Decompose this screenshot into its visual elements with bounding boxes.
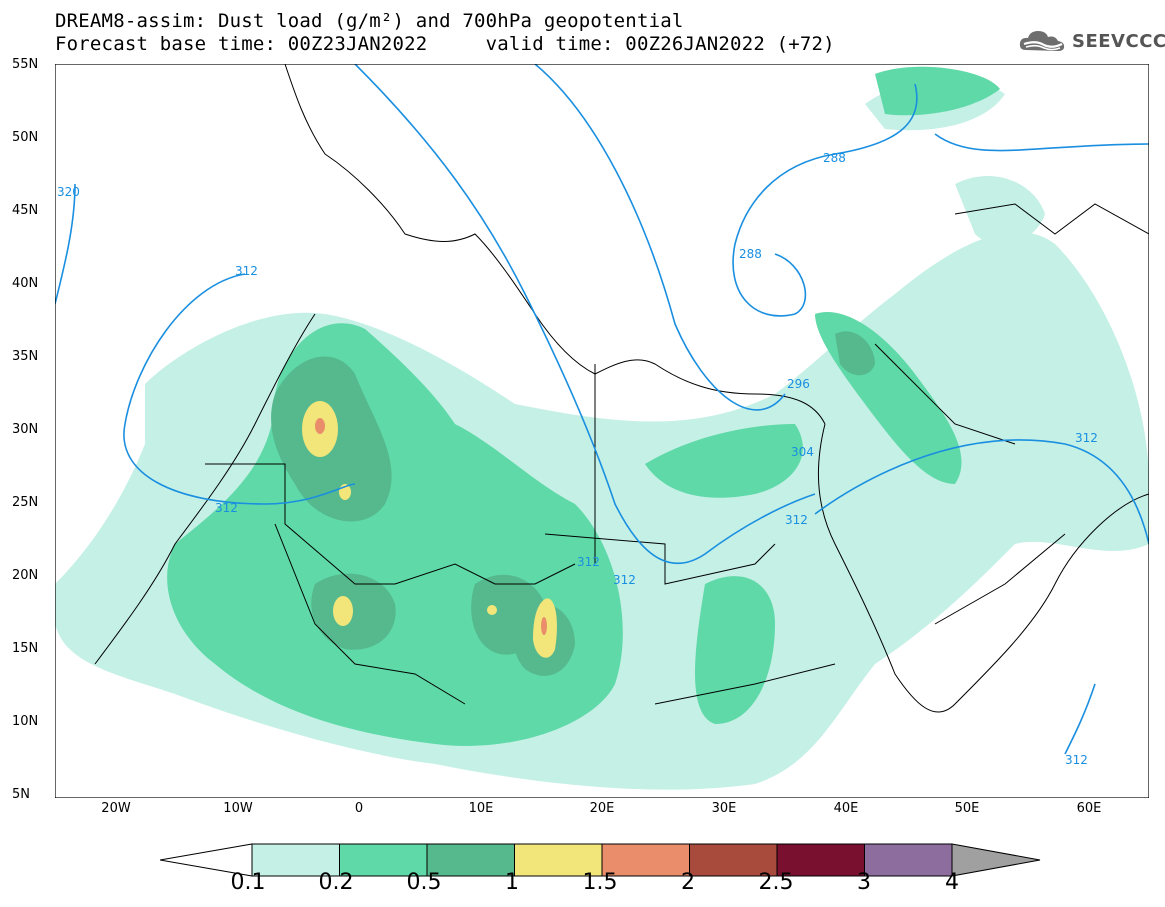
colorbar-label: 0.1 xyxy=(230,870,266,895)
lon-tick: 10E xyxy=(468,801,494,816)
colorbar-label: 4 xyxy=(945,870,959,895)
colorbar-label: 1 xyxy=(505,870,519,895)
colorbar-label: 0.5 xyxy=(406,870,442,895)
lat-tick: 50N xyxy=(12,130,39,145)
colorbar-cell xyxy=(426,843,515,877)
lon-tick: 40E xyxy=(833,801,859,816)
contour-label-296: 296 xyxy=(787,377,810,391)
lon-tick: 20W xyxy=(101,801,131,816)
lat-tick: 10N xyxy=(12,714,39,729)
dust-band-1-5 xyxy=(315,418,547,635)
contour-label-320: 320 xyxy=(57,185,80,199)
colorbar-cell xyxy=(339,843,428,877)
colorbar-label: 0.2 xyxy=(318,870,354,895)
logo-text: SEEVCCC xyxy=(1072,30,1165,52)
colorbar-label: 2.5 xyxy=(758,870,794,895)
contour-label-312: 312 xyxy=(613,573,636,587)
colorbar-cell xyxy=(514,843,603,877)
colorbar-cell xyxy=(601,843,690,877)
lon-tick: 30E xyxy=(711,801,737,816)
forecast-time-subtitle: Forecast base time: 00Z23JAN2022 valid t… xyxy=(55,33,835,55)
dust-load-map: 320 312 312 312 312 312 312 288 288 296 … xyxy=(55,64,1149,798)
contour-label-312: 312 xyxy=(577,555,600,569)
geopotential-contours xyxy=(55,64,1149,755)
contour-label-304: 304 xyxy=(791,445,814,459)
contour-labels: 320 312 312 312 312 312 312 288 288 296 … xyxy=(57,151,1098,767)
lat-tick: 5N xyxy=(12,787,30,802)
colorbar-label: 1.5 xyxy=(582,870,618,895)
contour-label-312: 312 xyxy=(785,513,808,527)
contour-label-288: 288 xyxy=(823,151,846,165)
cloud-logo-icon xyxy=(1019,31,1065,51)
contour-label-312: 312 xyxy=(235,264,258,278)
colorbar-high-arrow xyxy=(951,843,1041,877)
lon-tick: 0 xyxy=(354,801,364,816)
contour-label-288: 288 xyxy=(739,247,762,261)
map-title: DREAM8-assim: Dust load (g/m²) and 700hP… xyxy=(55,10,684,32)
colorbar-cell xyxy=(864,843,953,877)
contour-label-312: 312 xyxy=(1065,753,1088,767)
lat-tick: 35N xyxy=(12,349,39,364)
lat-tick: 30N xyxy=(12,422,39,437)
lon-tick: 20E xyxy=(589,801,615,816)
dust-band-0-5 xyxy=(271,331,875,676)
colorbar xyxy=(160,843,1041,877)
lat-tick: 45N xyxy=(12,203,39,218)
lat-tick: 20N xyxy=(12,568,39,583)
contour-label-312: 312 xyxy=(215,501,238,515)
lat-tick: 15N xyxy=(12,641,39,656)
lon-tick: 10W xyxy=(223,801,253,816)
contour-label-312: 312 xyxy=(1075,431,1098,445)
lat-tick: 40N xyxy=(12,276,39,291)
lon-tick: 60E xyxy=(1076,801,1102,816)
colorbar-label: 2 xyxy=(681,870,695,895)
lat-tick: 25N xyxy=(12,495,39,510)
seevccc-logo: SEEVCCC xyxy=(1018,27,1165,55)
colorbar-cell xyxy=(251,843,340,877)
lat-tick: 55N xyxy=(12,57,39,72)
colorbar-label: 3 xyxy=(857,870,871,895)
lon-tick: 50E xyxy=(954,801,980,816)
colorbar-cells xyxy=(251,843,953,877)
